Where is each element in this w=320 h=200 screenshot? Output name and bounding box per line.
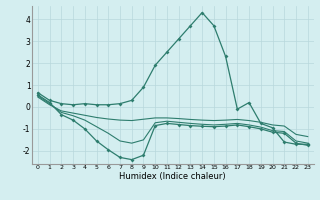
X-axis label: Humidex (Indice chaleur): Humidex (Indice chaleur) [119, 172, 226, 181]
